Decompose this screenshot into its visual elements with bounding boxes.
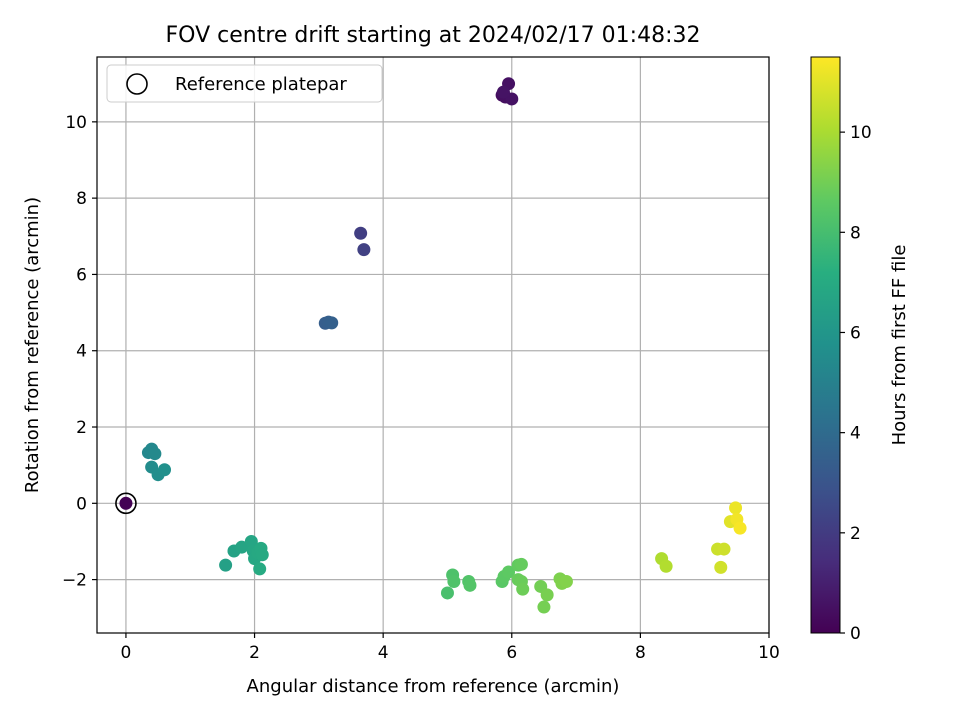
- scatter-point: [659, 559, 673, 573]
- scatter-point: [496, 85, 510, 99]
- scatter-points: [115, 77, 747, 614]
- legend-box: [106, 64, 383, 103]
- scatter-point: [253, 562, 267, 576]
- colorbar-tick-label: 2: [850, 524, 861, 544]
- y-tick-label: −2: [62, 571, 87, 591]
- x-tick-label: 10: [758, 643, 780, 663]
- scatter-point: [447, 575, 461, 589]
- scatter-point: [148, 447, 162, 461]
- reference-platepar-marker: [115, 492, 137, 515]
- scatter-point: [537, 600, 551, 614]
- y-axis-ticks: −2 0 2 4 6 8 10: [62, 113, 97, 591]
- scatter-point: [325, 316, 339, 330]
- legend-marker-icon: [126, 73, 148, 95]
- y-tick-label: 2: [76, 418, 87, 438]
- scatter-point: [729, 501, 743, 515]
- colorbar-tick-label: 0: [850, 624, 861, 644]
- scatter-point: [463, 578, 477, 592]
- scatter-point: [119, 496, 133, 510]
- scatter-point: [514, 557, 528, 571]
- y-tick-label: 10: [65, 113, 87, 133]
- x-tick-label: 8: [635, 643, 646, 663]
- grid-lines: [97, 57, 770, 633]
- colorbar-tick-label: 10: [850, 123, 872, 143]
- x-tick-label: 0: [121, 643, 132, 663]
- scatter-point: [158, 463, 172, 477]
- scatter-point: [733, 521, 747, 535]
- scatter-point: [540, 588, 554, 602]
- y-tick-label: 0: [76, 494, 87, 514]
- x-tick-label: 4: [378, 643, 389, 663]
- colorbar-tick-label: 4: [850, 424, 861, 444]
- legend-entry: Reference platepar: [175, 74, 347, 95]
- colorbar-tick-label: 8: [850, 223, 861, 243]
- scatter-point: [717, 542, 731, 556]
- scatter-point: [354, 226, 368, 240]
- y-axis-label: Rotation from reference (arcmin): [22, 197, 43, 493]
- scatter-point: [559, 575, 573, 589]
- x-axis-ticks: 0 2 4 6 8 10: [121, 633, 780, 663]
- scatter-point: [502, 565, 516, 579]
- chart-title: FOV centre drift starting at 2024/02/17 …: [166, 23, 701, 48]
- y-tick-label: 8: [76, 189, 87, 209]
- x-tick-label: 2: [249, 643, 260, 663]
- colorbar-ticks: 0 2 4 6 8 10: [840, 123, 872, 644]
- legend: Reference platepar: [106, 64, 383, 103]
- scatter-point: [714, 560, 728, 574]
- scatter-point: [516, 582, 530, 596]
- scatter-point: [235, 540, 249, 554]
- x-tick-label: 6: [506, 643, 517, 663]
- scatter-point: [219, 558, 233, 572]
- scatter-point: [440, 586, 454, 600]
- y-tick-label: 4: [76, 342, 87, 362]
- x-axis-label: Angular distance from reference (arcmin): [247, 676, 620, 697]
- scatter-point: [357, 243, 371, 257]
- scatter-point: [255, 548, 269, 562]
- colorbar-label: Hours from first FF file: [889, 245, 910, 446]
- colorbar-tick-label: 6: [850, 323, 861, 343]
- plot-frame: [96, 56, 770, 634]
- colorbar-gradient: [810, 56, 841, 634]
- colorbar: 0 2 4 6 8 10 Hours from first FF file: [810, 56, 910, 644]
- y-tick-label: 6: [76, 265, 87, 285]
